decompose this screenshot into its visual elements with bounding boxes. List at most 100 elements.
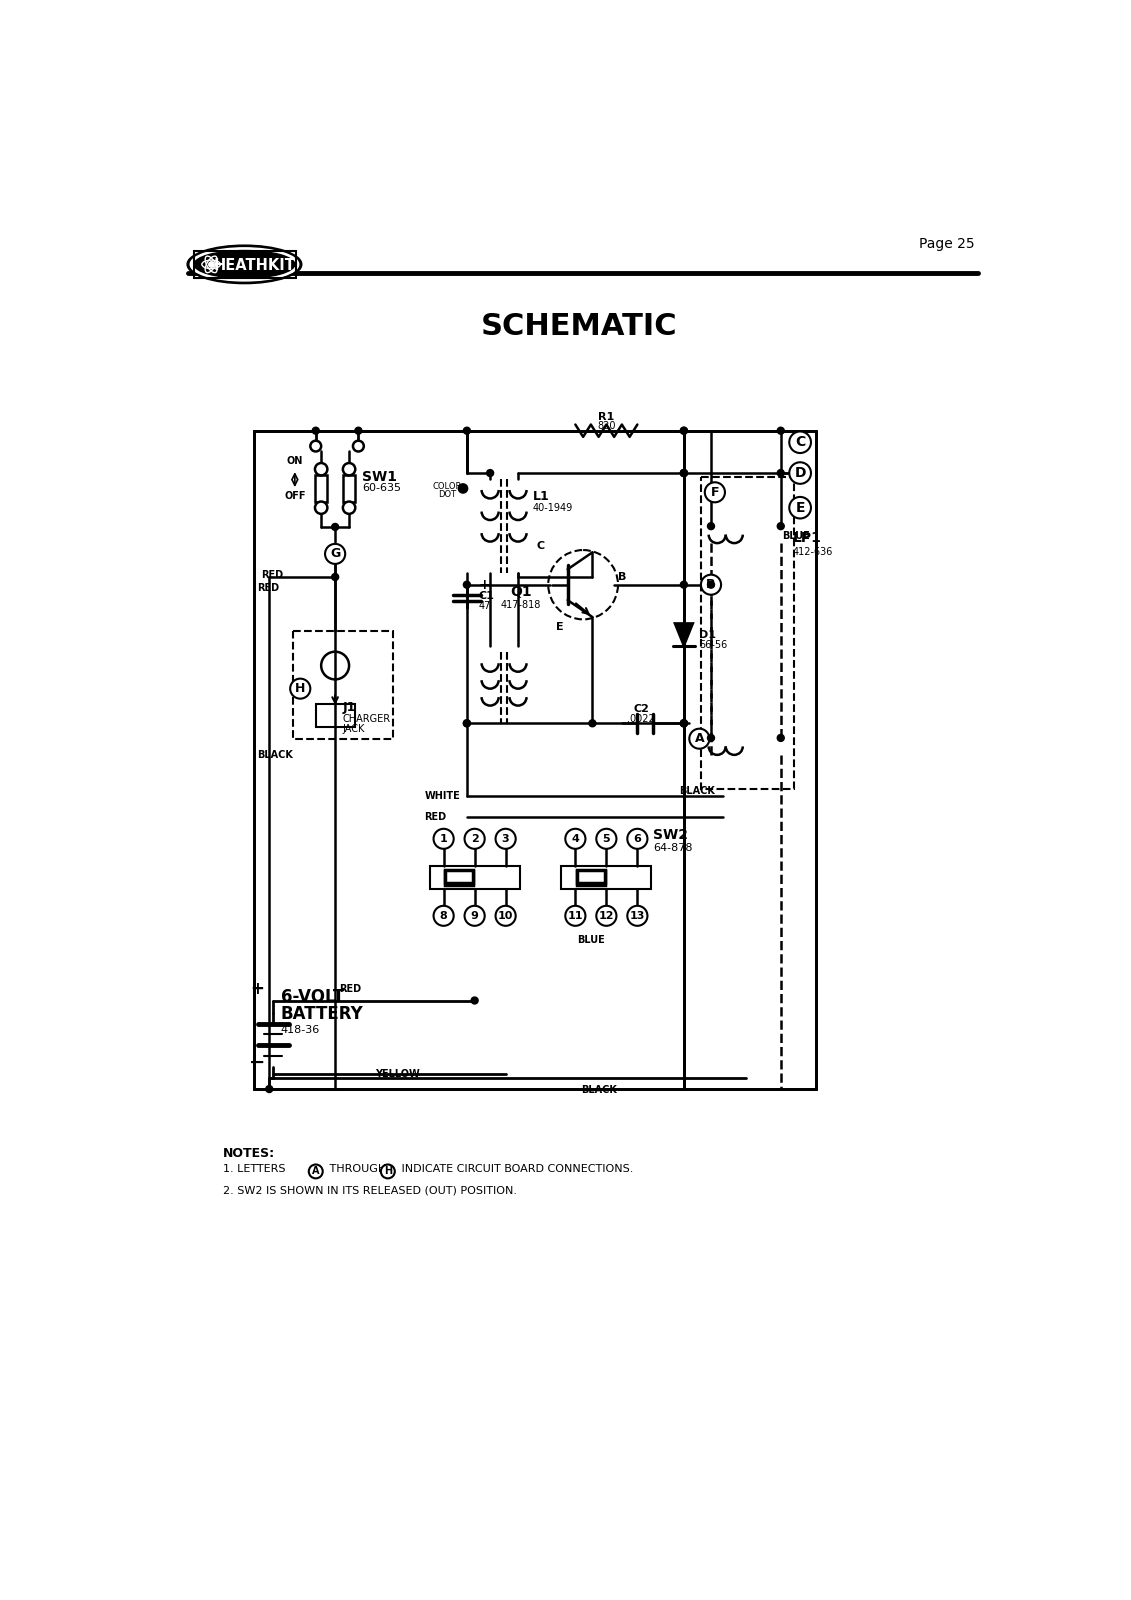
- Bar: [253, 430, 684, 1090]
- Text: R1: R1: [598, 411, 614, 422]
- Circle shape: [291, 678, 310, 699]
- Circle shape: [465, 906, 485, 926]
- Text: H: H: [383, 1166, 391, 1176]
- Text: D: D: [794, 466, 806, 480]
- Text: +: +: [251, 979, 265, 998]
- Text: DOT: DOT: [439, 490, 457, 499]
- Circle shape: [433, 906, 454, 926]
- Circle shape: [705, 482, 725, 502]
- Circle shape: [628, 906, 647, 926]
- Bar: [314, 475, 327, 501]
- Bar: [446, 870, 473, 883]
- Circle shape: [266, 1085, 273, 1093]
- Text: 10: 10: [498, 910, 513, 922]
- Circle shape: [355, 427, 362, 434]
- Text: B: B: [618, 573, 627, 582]
- Bar: [701, 477, 794, 789]
- Text: 4: 4: [571, 834, 579, 843]
- Text: 40-1949: 40-1949: [533, 502, 573, 512]
- Text: BLUE: BLUE: [577, 934, 605, 946]
- Text: C: C: [795, 435, 805, 450]
- Circle shape: [331, 573, 338, 581]
- Text: A: A: [312, 1166, 319, 1176]
- Text: WHITE: WHITE: [424, 792, 460, 802]
- Text: RED: RED: [339, 984, 361, 994]
- Text: 3: 3: [502, 834, 509, 843]
- Text: .0022: .0022: [628, 714, 655, 723]
- Bar: [577, 870, 605, 883]
- Circle shape: [381, 1165, 395, 1178]
- Text: 1: 1: [440, 834, 448, 843]
- Text: COLOR: COLOR: [433, 482, 463, 491]
- Text: 1. LETTERS: 1. LETTERS: [223, 1163, 285, 1174]
- Text: 9: 9: [470, 910, 478, 922]
- Bar: [293, 630, 394, 739]
- Circle shape: [681, 427, 688, 434]
- Text: Page 25: Page 25: [918, 237, 975, 251]
- Circle shape: [777, 523, 784, 530]
- Text: 412-636: 412-636: [793, 547, 832, 557]
- Circle shape: [596, 829, 616, 850]
- Text: CHARGER: CHARGER: [343, 715, 391, 725]
- Ellipse shape: [195, 251, 295, 278]
- Text: BATTERY: BATTERY: [280, 1005, 364, 1024]
- Circle shape: [681, 720, 688, 726]
- Circle shape: [314, 462, 327, 475]
- Circle shape: [464, 720, 470, 726]
- Text: C2: C2: [633, 704, 649, 715]
- Circle shape: [486, 469, 493, 477]
- Text: JACK: JACK: [343, 723, 365, 734]
- Text: 8: 8: [440, 910, 448, 922]
- Circle shape: [495, 906, 516, 926]
- Text: LP1: LP1: [793, 531, 821, 546]
- Circle shape: [789, 462, 811, 483]
- Circle shape: [681, 469, 688, 477]
- Ellipse shape: [187, 245, 302, 283]
- Text: RED: RED: [424, 813, 447, 822]
- Text: 2: 2: [470, 834, 478, 843]
- Text: SW1: SW1: [362, 470, 397, 483]
- Text: C1: C1: [478, 592, 494, 602]
- Circle shape: [681, 720, 688, 726]
- Circle shape: [310, 440, 321, 451]
- Circle shape: [464, 720, 470, 726]
- Circle shape: [681, 427, 688, 434]
- Text: 12: 12: [598, 910, 614, 922]
- Circle shape: [701, 574, 722, 595]
- Text: F: F: [710, 486, 719, 499]
- Text: HEATHKIT: HEATHKIT: [214, 258, 295, 272]
- Text: BLACK: BLACK: [258, 750, 294, 760]
- Circle shape: [343, 501, 355, 514]
- Text: SW2: SW2: [653, 827, 688, 842]
- Circle shape: [681, 581, 688, 589]
- Ellipse shape: [190, 248, 299, 282]
- Text: L1: L1: [533, 490, 550, 502]
- Circle shape: [777, 734, 784, 741]
- Text: 2. SW2 IS SHOWN IN ITS RELEASED (OUT) POSITION.: 2. SW2 IS SHOWN IN ITS RELEASED (OUT) PO…: [223, 1186, 517, 1195]
- Text: 6: 6: [633, 834, 641, 843]
- Circle shape: [312, 427, 319, 434]
- Circle shape: [789, 432, 811, 453]
- Text: 47: 47: [478, 602, 491, 611]
- Circle shape: [465, 829, 485, 850]
- Circle shape: [681, 469, 688, 477]
- Circle shape: [353, 440, 364, 451]
- Text: Q1: Q1: [510, 586, 532, 600]
- Text: G: G: [330, 547, 340, 560]
- Text: THROUGH: THROUGH: [326, 1163, 386, 1174]
- Circle shape: [314, 501, 327, 514]
- Text: 5: 5: [603, 834, 611, 843]
- Circle shape: [472, 997, 478, 1003]
- Circle shape: [331, 523, 338, 531]
- Text: B: B: [706, 578, 716, 592]
- Text: 56-56: 56-56: [699, 640, 727, 650]
- Text: INDICATE CIRCUIT BOARD CONNECTIONS.: INDICATE CIRCUIT BOARD CONNECTIONS.: [398, 1163, 633, 1174]
- Circle shape: [689, 728, 709, 749]
- Text: D1: D1: [699, 630, 716, 640]
- Bar: [577, 870, 605, 885]
- Bar: [430, 866, 519, 890]
- Circle shape: [566, 829, 586, 850]
- Circle shape: [708, 581, 715, 589]
- Text: SCHEMATIC: SCHEMATIC: [481, 312, 677, 341]
- Circle shape: [343, 462, 355, 475]
